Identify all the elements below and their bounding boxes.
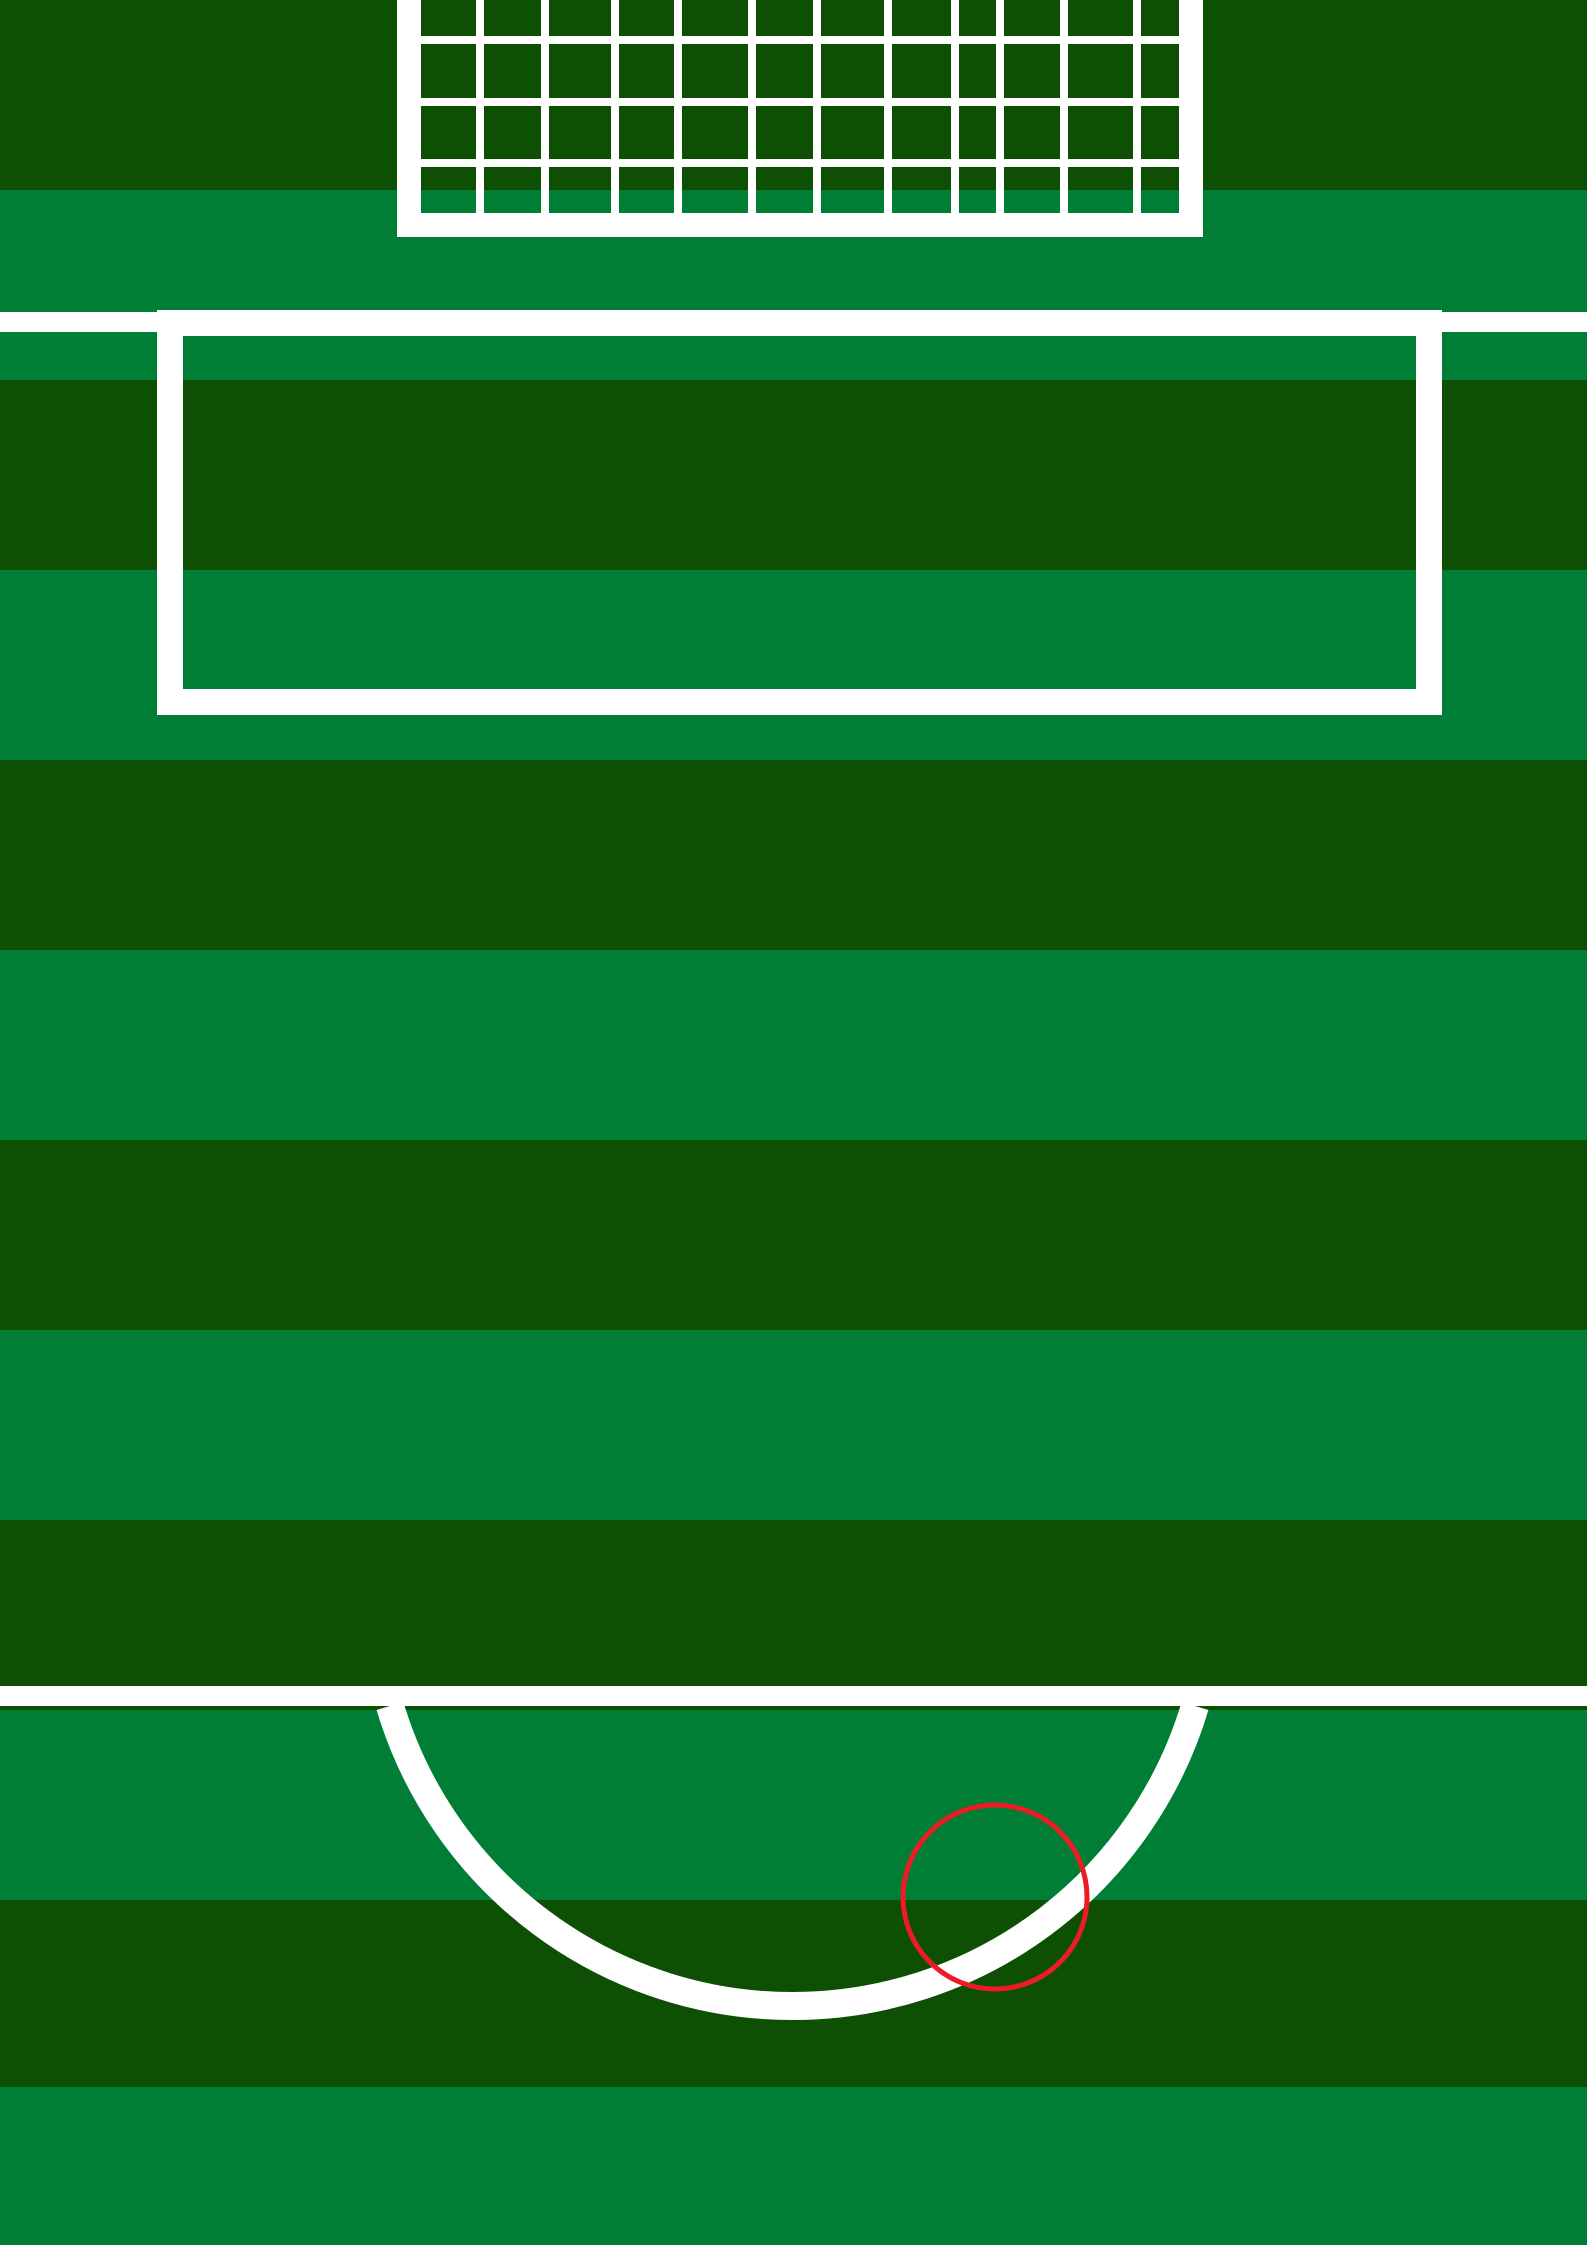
penalty-line <box>0 1686 1587 1706</box>
grass-stripe-dark <box>0 1140 1587 1330</box>
goal-net-icon[interactable] <box>397 0 1203 237</box>
penalty-arc <box>376 1701 1209 2021</box>
grass-stripe-light <box>0 950 1587 1140</box>
grass-stripe-dark <box>0 0 1587 190</box>
grass-stripe-dark <box>0 760 1587 950</box>
grass-stripe-light <box>0 2087 1587 2245</box>
grass-stripe-dark <box>0 1520 1587 1710</box>
goal-net-mesh <box>408 0 1180 228</box>
grass-stripe-dark <box>0 380 1587 570</box>
grass-stripe-light <box>0 570 1587 760</box>
grass-stripe-light <box>0 1330 1587 1520</box>
goal-area-box <box>157 310 1442 715</box>
target-circle-icon[interactable] <box>900 1802 1090 1992</box>
grass-stripe-light <box>0 1710 1587 1900</box>
goal-frame <box>397 0 1203 237</box>
